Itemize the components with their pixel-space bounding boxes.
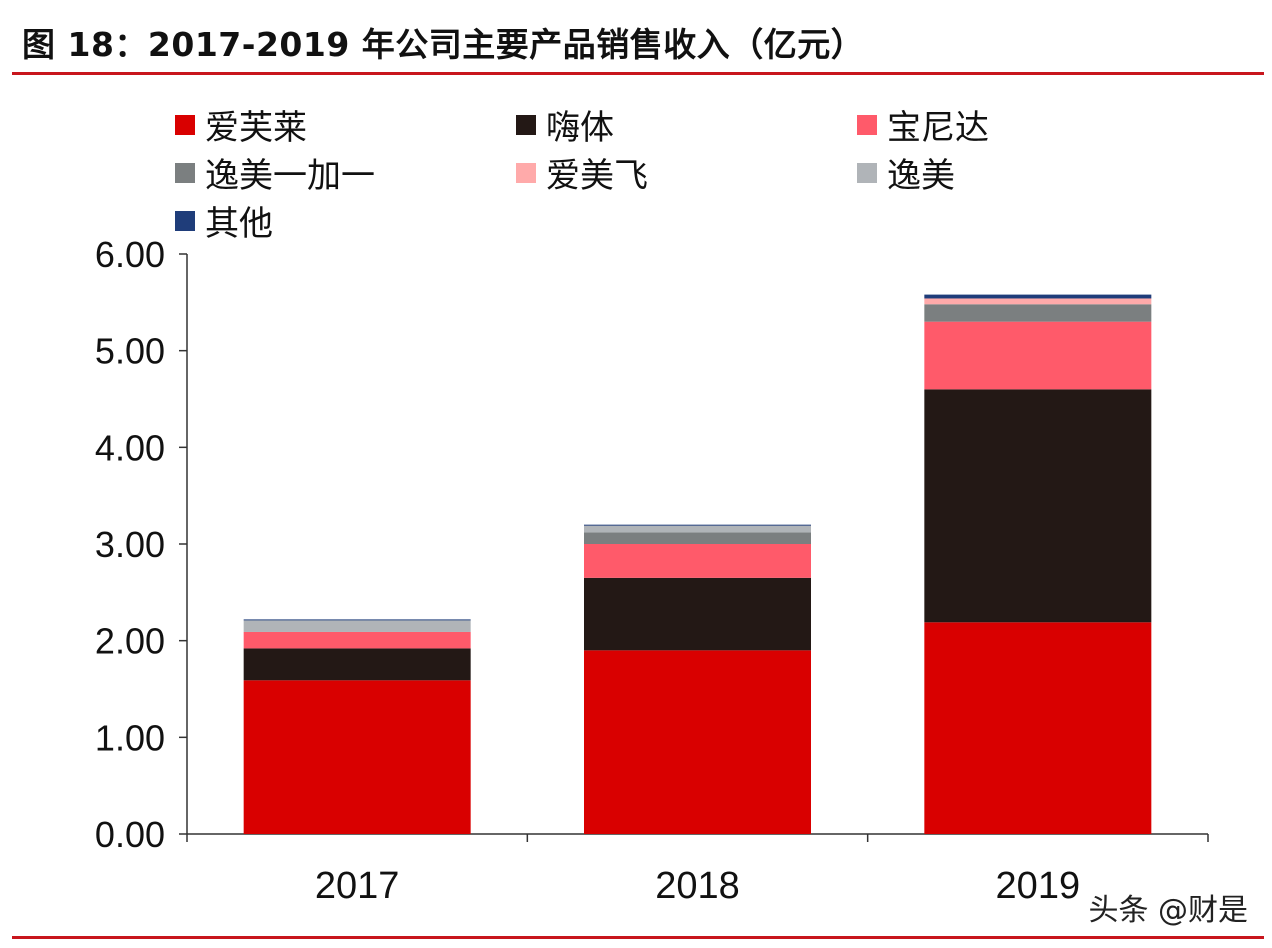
x-tick-label: 2017: [315, 865, 400, 907]
legend-label: 爱美飞: [546, 156, 648, 196]
legend-label: 其他: [205, 204, 273, 244]
bar-segment: [243, 631, 471, 649]
bar-segment: [584, 577, 811, 651]
x-tick-label: 2018: [655, 865, 740, 907]
bar-segment: [243, 648, 471, 681]
bar-segment: [924, 389, 1152, 623]
y-tick-label: 4.00: [95, 427, 165, 468]
legend-item: 嗨体: [516, 100, 614, 149]
legend-item: 逸美一加一: [175, 148, 375, 197]
legend-swatch: [175, 210, 195, 231]
bar-segment: [924, 304, 1152, 322]
legend-label: 逸美一加一: [205, 156, 375, 196]
bar-segment: [243, 680, 471, 834]
bar-segment: [584, 524, 811, 526]
bar-segment: [243, 619, 471, 621]
bar-segment: [584, 532, 811, 544]
bar-segment: [924, 298, 1152, 305]
bar-segment: [924, 622, 1152, 834]
legend-swatch: [857, 162, 877, 183]
title-divider: [12, 72, 1264, 75]
bottom-divider: [12, 936, 1264, 939]
bar-segment: [584, 650, 811, 834]
bar-segment: [924, 294, 1152, 299]
y-tick-label: 1.00: [95, 717, 165, 758]
legend-label: 宝尼达: [887, 108, 989, 148]
legend-swatch: [175, 162, 195, 183]
bar-segment: [584, 525, 811, 533]
bar-segment: [243, 620, 471, 632]
legend-swatch: [516, 114, 536, 135]
legend-item: 爱美飞: [516, 148, 648, 197]
legend-label: 爱芙莱: [205, 108, 307, 148]
legend-swatch: [175, 114, 195, 135]
bar-segment: [924, 321, 1152, 390]
bar-segment: [584, 544, 811, 578]
y-tick-label: 5.00: [95, 331, 165, 372]
legend-item: 爱芙莱: [175, 100, 307, 149]
legend-item: 逸美: [857, 148, 955, 197]
legend-swatch: [516, 162, 536, 183]
x-tick-label: 2019: [996, 865, 1081, 907]
y-tick-label: 2.00: [95, 621, 165, 662]
legend-item: 其他: [175, 196, 273, 245]
legend-label: 逸美: [887, 156, 955, 196]
y-tick-label: 0.00: [95, 814, 165, 855]
y-tick-label: 6.00: [95, 234, 165, 275]
legend-item: 宝尼达: [857, 100, 989, 149]
legend-swatch: [857, 114, 877, 135]
chart-title: 图 18：2017-2019 年公司主要产品销售收入（亿元）: [22, 25, 865, 64]
watermark: 头条 @财是: [1088, 893, 1248, 928]
legend-label: 嗨体: [546, 108, 614, 148]
y-tick-label: 3.00: [95, 524, 165, 565]
